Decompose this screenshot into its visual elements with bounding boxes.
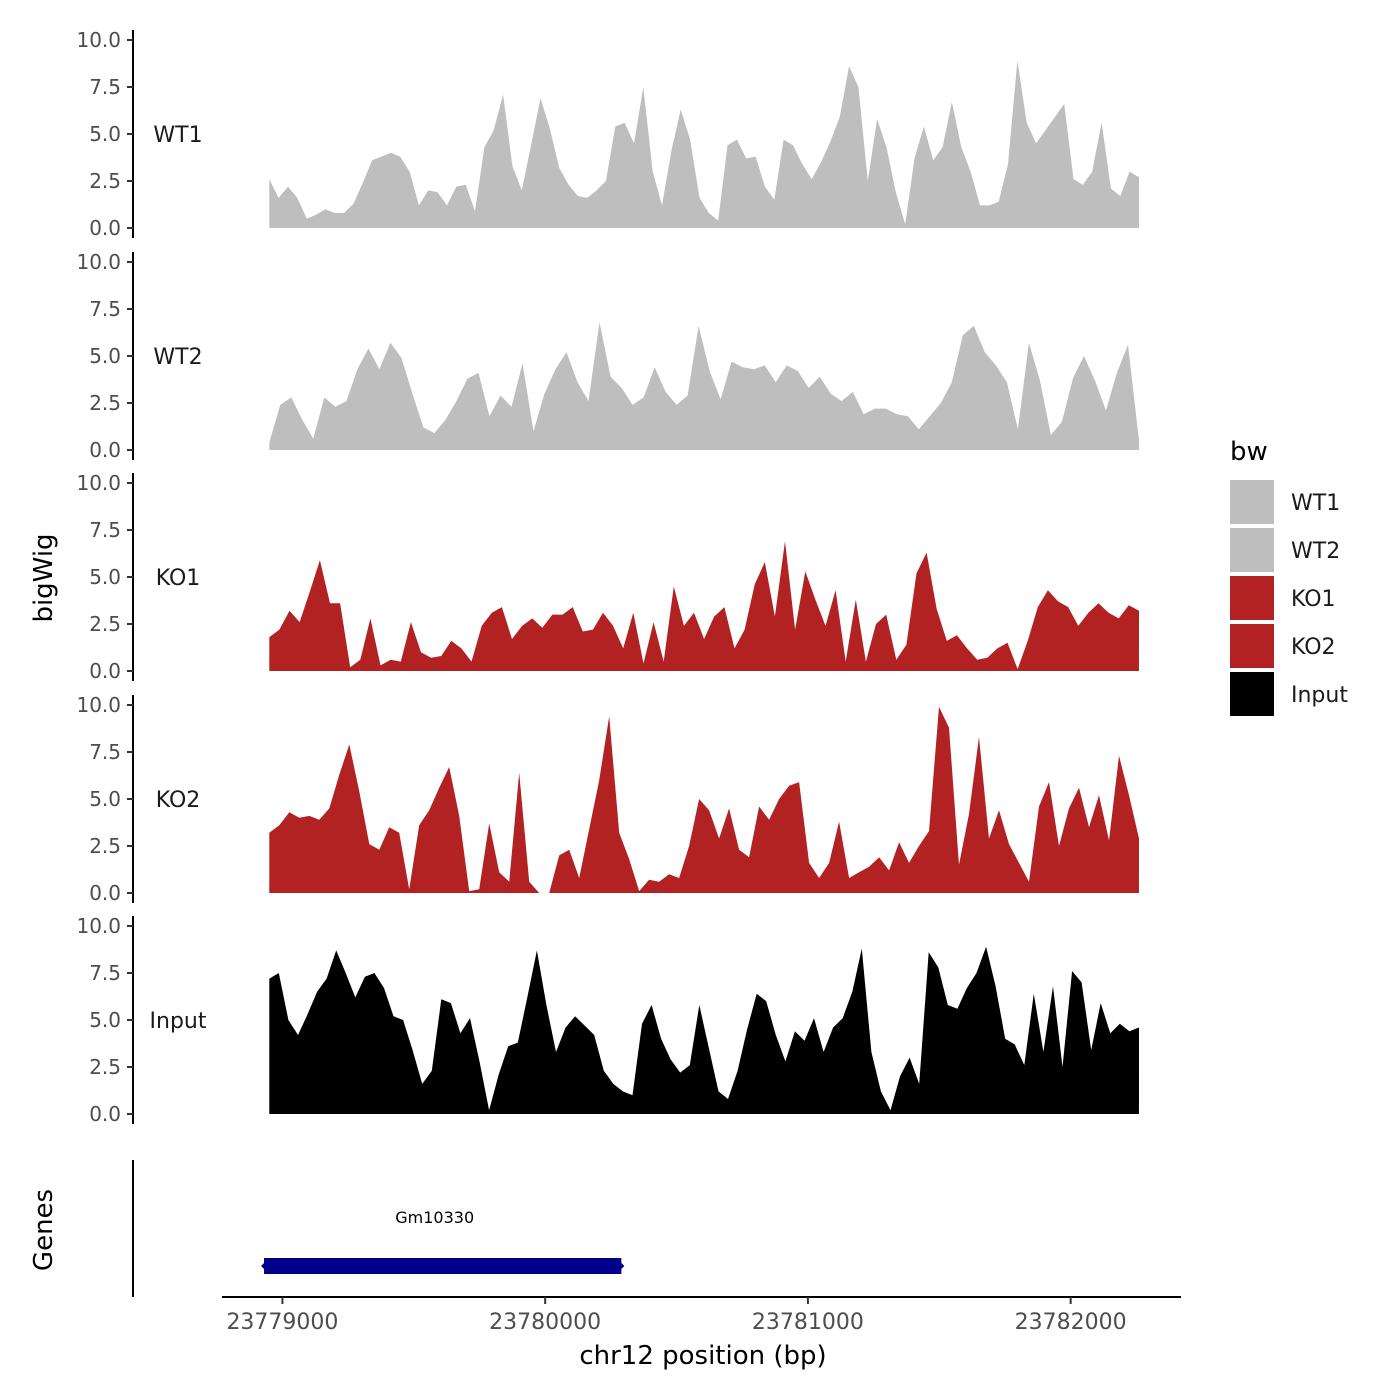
y-tick-label-wt1-3: 7.5 <box>89 75 121 99</box>
area-wt2 <box>269 322 1139 450</box>
y-tick-label-ko2-1: 2.5 <box>89 834 121 858</box>
y-tick-label-wt2-0: 0.0 <box>89 438 121 462</box>
legend-label-wt2: WT2 <box>1291 539 1340 564</box>
track-label-ko1: KO1 <box>156 566 201 591</box>
axes: 0.0 2.5 5.0 7.5 10.0 0.0 2.5 5.0 7.5 10.0 0.0 2.5 5.… <box>76 28 134 1297</box>
area-input <box>269 946 1139 1114</box>
legend-key-input <box>1230 672 1274 716</box>
track-label-wt1: WT1 <box>153 123 202 148</box>
y-tick-label-ko2-2: 5.0 <box>89 787 121 811</box>
legend-key-ko1 <box>1230 576 1274 620</box>
y-tick-label-ko2-0: 0.0 <box>89 881 121 905</box>
y-tick-label-ko2-4: 10.0 <box>76 693 121 717</box>
y-tick-label-ko1-0: 0.0 <box>89 659 121 683</box>
y-axis-title: bigWig <box>29 533 59 622</box>
area-ko1 <box>269 541 1139 671</box>
legend-key-wt2 <box>1230 528 1274 572</box>
y-tick-label-input-0: 0.0 <box>89 1102 121 1126</box>
y-tick-label-ko1-3: 7.5 <box>89 518 121 542</box>
y-tick-label-wt2-3: 7.5 <box>89 297 121 321</box>
x-tick-label-2: 23781000 <box>752 1310 864 1335</box>
x-axis-title: chr12 position (bp) <box>579 1341 826 1371</box>
signal-tracks: WT1 WT2 KO1 KO2 Input <box>150 60 1139 1114</box>
gene-track: Gm10330 <box>261 1208 625 1274</box>
y-tick-label-wt2-1: 2.5 <box>89 391 121 415</box>
y-tick-label-wt1-2: 5.0 <box>89 122 121 146</box>
y-tick-label-ko1-4: 10.0 <box>76 471 121 495</box>
x-axis: 23779000 23780000 23781000 23782000 <box>222 1296 1181 1335</box>
legend-label-ko1: KO1 <box>1291 587 1336 612</box>
y-tick-label-wt1-1: 2.5 <box>89 169 121 193</box>
genes-axis-title: Genes <box>29 1189 59 1271</box>
y-tick-label-input-3: 7.5 <box>89 961 121 985</box>
y-tick-label-wt1-4: 10.0 <box>76 28 121 52</box>
area-wt1 <box>269 60 1139 229</box>
y-tick-label-wt1-0: 0.0 <box>89 216 121 240</box>
y-tick-label-wt2-2: 5.0 <box>89 344 121 368</box>
legend-label-input: Input <box>1291 683 1348 708</box>
x-tick-label-1: 23780000 <box>489 1310 601 1335</box>
legend-title: bw <box>1230 437 1268 467</box>
y-tick-label-ko1-2: 5.0 <box>89 565 121 589</box>
legend: bw WT1 WT2 KO1 KO2 Input <box>1230 437 1348 716</box>
track-label-ko2: KO2 <box>156 788 201 813</box>
track-label-input: Input <box>150 1009 207 1034</box>
y-tick-label-input-1: 2.5 <box>89 1055 121 1079</box>
gene-end-arrow <box>618 1260 625 1272</box>
legend-label-ko2: KO2 <box>1291 635 1336 660</box>
track-label-wt2: WT2 <box>153 345 202 370</box>
y-tick-label-ko1-1: 2.5 <box>89 612 121 636</box>
y-tick-label-wt2-4: 10.0 <box>76 250 121 274</box>
area-ko2 <box>269 706 1139 893</box>
y-tick-label-input-4: 10.0 <box>76 914 121 938</box>
legend-key-ko2 <box>1230 624 1274 668</box>
y-tick-label-input-2: 5.0 <box>89 1008 121 1032</box>
legend-label-wt1: WT1 <box>1291 491 1340 516</box>
gene-start-arrow <box>261 1260 268 1272</box>
x-tick-label-3: 23782000 <box>1015 1310 1127 1335</box>
legend-key-wt1 <box>1230 480 1274 524</box>
x-tick-label-0: 23779000 <box>226 1310 338 1335</box>
y-tick-label-ko2-3: 7.5 <box>89 740 121 764</box>
gene-label-gm10330: Gm10330 <box>395 1208 474 1227</box>
gene-body-gm10330 <box>264 1258 622 1274</box>
